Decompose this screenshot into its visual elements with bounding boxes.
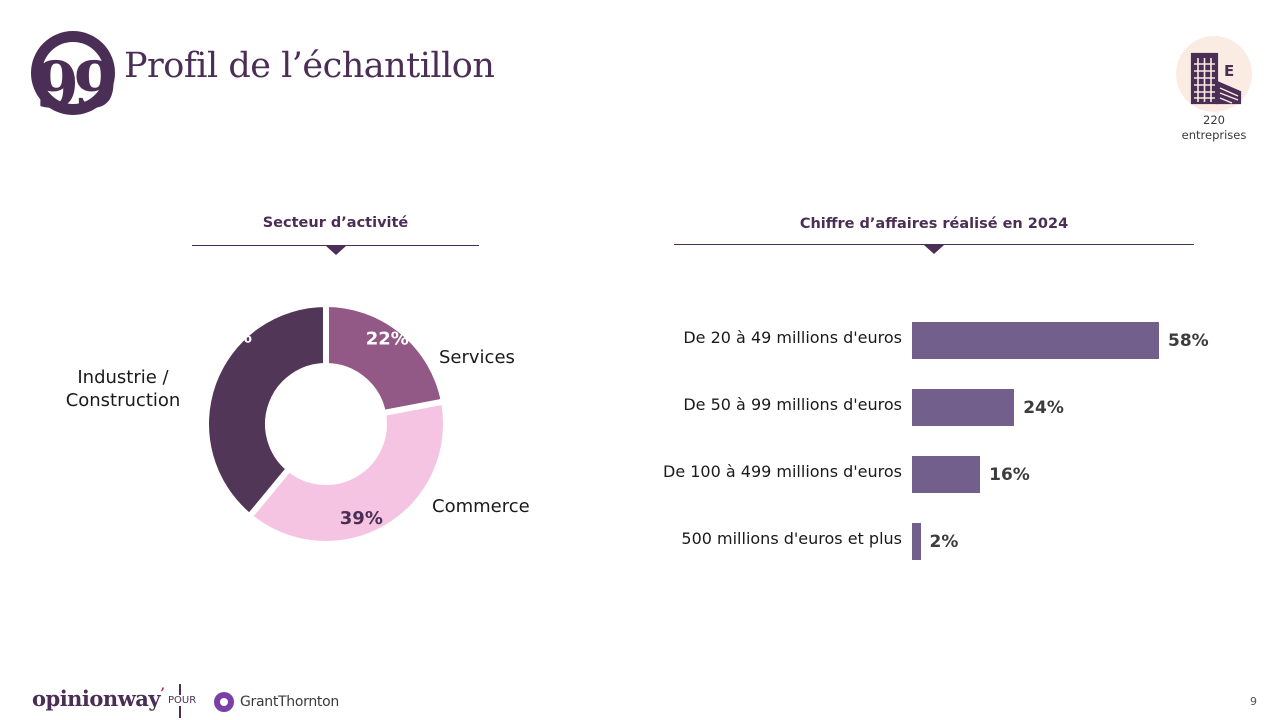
bar-data-label: 58% (1168, 331, 1209, 351)
page-title: Profil de l’échantillon (124, 46, 495, 86)
badge-circle: E (1176, 36, 1252, 112)
bar-category-label: 500 millions d'euros et plus (681, 529, 902, 548)
donut-slice-commerce (245, 398, 449, 547)
footer-pour-label: POUR (166, 695, 199, 706)
pie-category-label-services: Services (439, 347, 515, 368)
sample-size-label: 220 entreprises (1170, 113, 1258, 143)
bar (912, 523, 921, 560)
donut-data-label-services: 22% (366, 328, 409, 349)
opinionway-logo: opinionway’ (32, 686, 165, 711)
bar-category-label: De 50 à 99 millions d'euros (683, 395, 902, 414)
revenue-arrow-icon (924, 245, 944, 254)
sample-count: 220 (1203, 113, 1225, 127)
pie-category-label-line: Industrie / (77, 367, 169, 388)
revenue-title-divider (674, 244, 1194, 245)
bar (912, 322, 1159, 359)
bar-data-label: 24% (1023, 398, 1064, 418)
bar-data-label: 2% (929, 532, 959, 552)
donut-data-label-commerce: 39% (340, 508, 383, 529)
bar-category-label: De 20 à 49 millions d'euros (683, 328, 902, 347)
sector-arrow-icon (326, 246, 346, 255)
page-number: 9 (1250, 695, 1257, 708)
grant-thornton-logo-icon (214, 692, 234, 712)
building-icon: E (1190, 52, 1242, 105)
bar-data-label: 16% (989, 465, 1030, 485)
quote-glyph: 99 (34, 48, 117, 123)
sector-title-divider (192, 245, 479, 246)
donut-data-label-industrie: 39% (209, 326, 252, 347)
quote-logo-icon: 99 (31, 31, 118, 123)
bar (912, 389, 1015, 426)
donut-slice-services (323, 300, 448, 417)
donut-slice-industrie (203, 300, 329, 521)
pie-category-label-line: Construction (65, 390, 181, 411)
opinionway-logo-mark: ’ (160, 686, 165, 702)
opinionway-logo-text: opinionway (32, 686, 161, 711)
grant-thornton-logo-text: GrantThornton (240, 694, 339, 710)
bar (912, 456, 981, 493)
sector-chart-title: Secteur d’activité (262, 215, 409, 231)
bar-category-label: De 100 à 499 millions d'euros (663, 462, 902, 481)
revenue-chart-title: Chiffre d’affaires réalisé en 2024 (799, 216, 1069, 232)
sample-unit: entreprises (1181, 128, 1247, 142)
pie-category-label-commerce: Commerce (432, 496, 530, 517)
pie-category-label-industrie: Industrie / Construction (62, 366, 184, 412)
svg-text:E: E (1224, 62, 1234, 80)
